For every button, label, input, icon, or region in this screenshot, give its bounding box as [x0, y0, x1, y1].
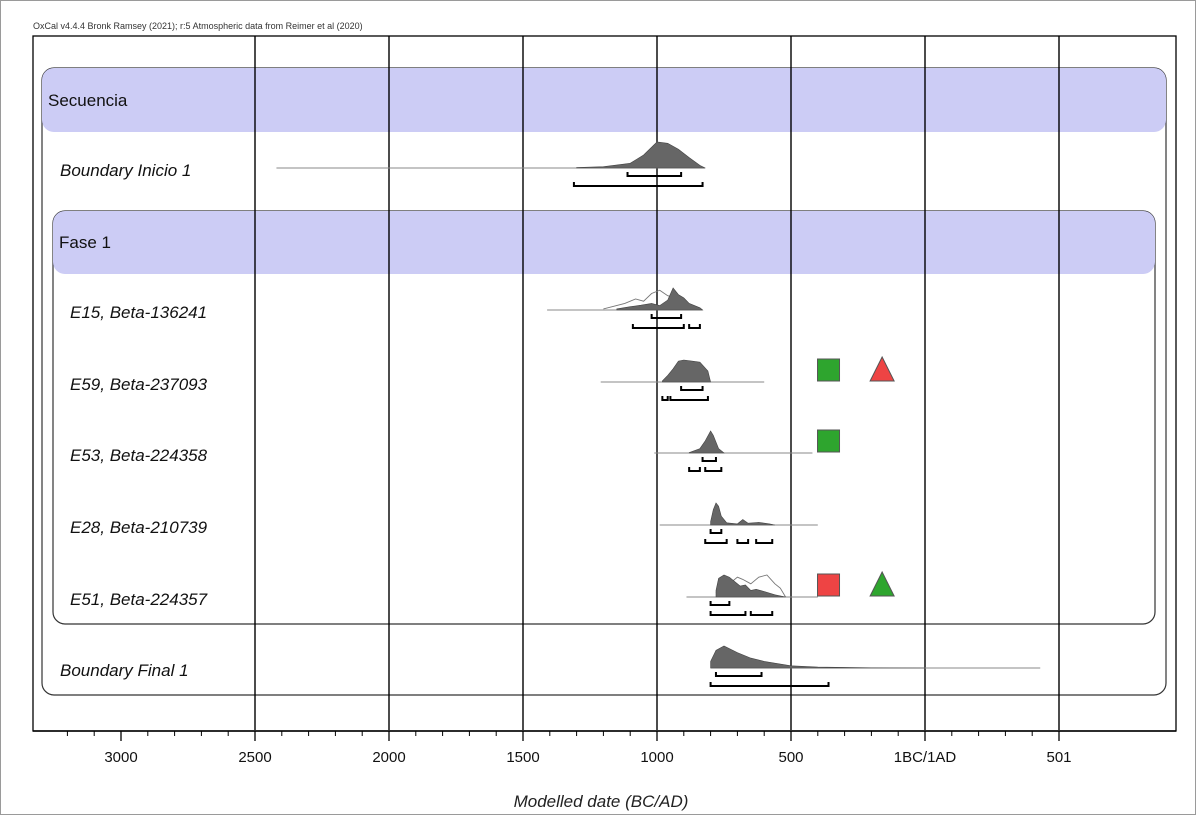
row-label: E51, Beta-224357 — [70, 590, 208, 609]
hpd-68-bracket — [709, 529, 723, 534]
hpd-95-bracket — [749, 611, 774, 616]
posterior-density — [576, 141, 706, 169]
x-axis-title: Modelled date (BC/AD) — [513, 792, 689, 811]
posterior-density — [616, 287, 704, 311]
row-0: Boundary Inicio 1 — [60, 141, 706, 180]
hpd-95-bracket — [688, 467, 701, 472]
hpd-95-bracket — [755, 539, 774, 544]
row-label: E59, Beta-237093 — [70, 375, 208, 394]
row-label: E28, Beta-210739 — [70, 518, 208, 537]
hpd-95-bracket — [709, 611, 747, 616]
row-6: Boundary Final 1 — [60, 645, 1041, 680]
row-3: E53, Beta-224358 — [70, 429, 841, 465]
header-citation: OxCal v4.4.4 Bronk Ramsey (2021); r:5 At… — [33, 21, 363, 31]
row-label: Boundary Final 1 — [60, 661, 189, 680]
row-5: E51, Beta-224357 — [70, 570, 895, 609]
hpd-95-bracket — [704, 467, 723, 472]
hpd-95-bracket — [661, 396, 669, 401]
phase-band — [53, 211, 1155, 274]
row-label: E53, Beta-224358 — [70, 446, 208, 465]
tick-label: 1BC/1AD — [894, 749, 957, 766]
tick-label: 2000 — [372, 749, 405, 766]
tick-label: 501 — [1046, 749, 1071, 766]
red-square-marker — [817, 573, 841, 597]
hpd-95-bracket — [669, 396, 709, 401]
hpd-68-bracket — [701, 457, 717, 462]
green-square-marker — [817, 358, 841, 382]
hpd-68-bracket — [714, 672, 763, 677]
row-label: E15, Beta-136241 — [70, 303, 207, 322]
row-1: E15, Beta-136241 — [70, 287, 704, 322]
hpd-95-bracket — [736, 539, 750, 544]
posterior-density — [688, 430, 725, 454]
hpd-95-bracket — [572, 182, 704, 187]
row-4: E28, Beta-210739 — [70, 502, 818, 537]
posterior-density — [710, 502, 775, 526]
tick-label: 2500 — [238, 749, 271, 766]
tick-label: 1000 — [640, 749, 673, 766]
hpd-68-bracket — [650, 314, 683, 319]
posterior-density — [710, 645, 926, 669]
hpd-95-bracket — [704, 539, 728, 544]
hpd-68-bracket — [709, 601, 731, 606]
phase-label: Fase 1 — [59, 233, 111, 252]
sequence-band — [42, 68, 1166, 132]
row-label: Boundary Inicio 1 — [60, 161, 191, 180]
green-square-marker — [817, 429, 841, 453]
hpd-95-bracket — [688, 324, 701, 329]
hpd-68-bracket — [626, 172, 683, 177]
hpd-95-bracket — [631, 324, 685, 329]
tick-label: 3000 — [104, 749, 137, 766]
red-triangle-marker — [869, 355, 895, 382]
posterior-density — [662, 359, 711, 383]
green-triangle-marker — [869, 570, 895, 597]
tick-label: 1500 — [506, 749, 539, 766]
hpd-95-bracket — [709, 682, 830, 687]
posterior-density — [715, 574, 786, 598]
sequence-label: Secuencia — [48, 91, 128, 110]
tick-label: 500 — [778, 749, 803, 766]
hpd-68-bracket — [680, 386, 704, 391]
row-2: E59, Beta-237093 — [70, 355, 895, 394]
